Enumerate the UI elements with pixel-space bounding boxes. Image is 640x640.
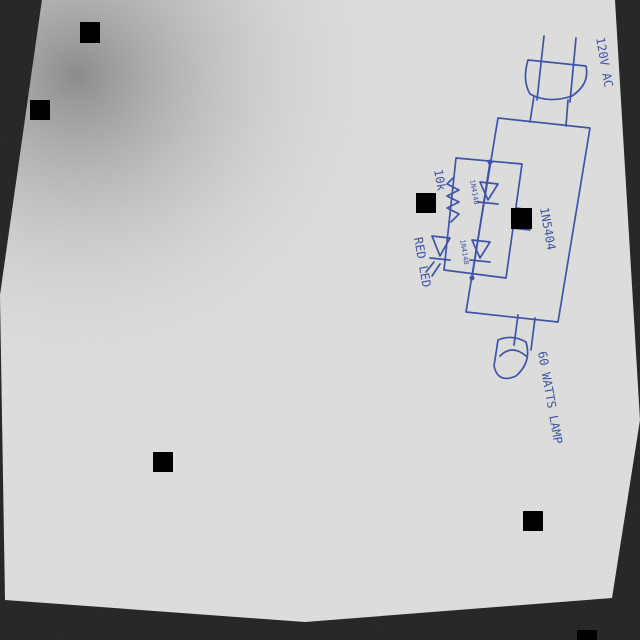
- lamp-symbol: [493, 314, 536, 380]
- resistor-label: 10k: [431, 168, 449, 193]
- redaction-square-right: [511, 208, 532, 229]
- diode-symbol-upper: [477, 181, 499, 205]
- resistor-symbol: [446, 177, 460, 223]
- redaction-square-corner: [577, 630, 597, 640]
- redaction-square-bottom-left: [153, 452, 173, 472]
- redaction-square-top-left: [80, 22, 100, 43]
- circuit-schematic: 120V AC 10k 1N4148 1N4148 1N5404 RED LED…: [411, 35, 616, 445]
- redaction-square-left: [30, 100, 50, 120]
- ac-plug-symbol: [524, 35, 588, 127]
- paper-sheet: [0, 0, 640, 622]
- led-symbol: [425, 235, 451, 277]
- redaction-square-bottom-right: [523, 511, 543, 531]
- inner-loop: [443, 157, 523, 279]
- diode-symbol-lower: [469, 239, 491, 263]
- redaction-square-center: [416, 193, 436, 213]
- redaction-marks: [30, 22, 597, 640]
